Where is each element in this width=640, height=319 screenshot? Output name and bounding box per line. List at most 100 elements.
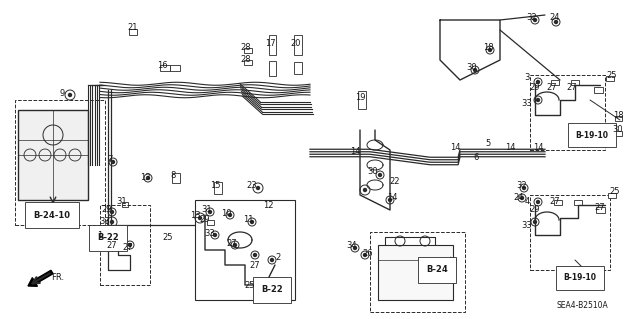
Text: 27: 27 <box>227 239 237 248</box>
Text: 21: 21 <box>128 24 138 33</box>
Circle shape <box>388 198 392 202</box>
Bar <box>571 79 579 85</box>
Bar <box>608 192 616 197</box>
Circle shape <box>68 93 72 97</box>
Bar <box>214 182 222 194</box>
FancyArrow shape <box>28 270 53 286</box>
Text: 14: 14 <box>505 144 515 152</box>
Text: 16: 16 <box>157 61 167 70</box>
Text: 12: 12 <box>263 201 273 210</box>
Text: 14: 14 <box>450 144 460 152</box>
Text: 6: 6 <box>474 153 479 162</box>
Text: 1: 1 <box>97 231 102 240</box>
Bar <box>574 199 582 204</box>
Text: 18: 18 <box>483 43 493 53</box>
Bar <box>530 195 610 270</box>
Bar <box>530 75 605 150</box>
Bar <box>244 60 252 64</box>
Text: 24: 24 <box>514 194 524 203</box>
Text: 23: 23 <box>246 182 257 190</box>
Text: 27: 27 <box>595 203 605 211</box>
Text: B-24-10: B-24-10 <box>33 211 70 219</box>
Text: 14: 14 <box>349 147 360 157</box>
Text: 29: 29 <box>530 84 540 93</box>
Bar <box>122 202 128 206</box>
Circle shape <box>214 234 216 236</box>
Text: 10: 10 <box>221 209 231 218</box>
Bar <box>172 173 180 183</box>
Text: 29: 29 <box>530 205 540 214</box>
Bar <box>614 115 621 121</box>
Circle shape <box>250 220 253 224</box>
Bar <box>269 35 275 55</box>
Bar <box>614 130 621 136</box>
Text: 11: 11 <box>243 216 253 225</box>
Text: 22: 22 <box>390 177 400 187</box>
Circle shape <box>364 189 367 191</box>
Circle shape <box>198 217 202 219</box>
Circle shape <box>554 20 557 24</box>
Bar <box>294 35 302 55</box>
Text: 14: 14 <box>532 144 543 152</box>
Bar <box>595 207 605 213</box>
Bar <box>294 62 302 74</box>
Text: FR.: FR. <box>51 273 65 283</box>
Circle shape <box>364 254 367 256</box>
Circle shape <box>129 243 131 247</box>
Circle shape <box>474 69 477 71</box>
Text: 20: 20 <box>291 39 301 48</box>
Text: B-19-10: B-19-10 <box>563 273 596 283</box>
Circle shape <box>353 247 356 249</box>
Bar <box>554 199 562 204</box>
Bar <box>207 219 214 225</box>
Text: 18: 18 <box>612 110 623 120</box>
Circle shape <box>536 80 540 84</box>
Circle shape <box>111 220 113 224</box>
Text: 25: 25 <box>607 70 617 79</box>
Text: 7: 7 <box>108 155 113 165</box>
Circle shape <box>271 258 273 262</box>
Text: 27: 27 <box>107 241 117 249</box>
Circle shape <box>522 187 525 189</box>
Text: 14: 14 <box>387 194 397 203</box>
Text: 9: 9 <box>60 88 65 98</box>
Circle shape <box>257 187 259 189</box>
Text: 29: 29 <box>102 205 112 214</box>
Bar <box>606 76 614 80</box>
Text: 28: 28 <box>241 56 252 64</box>
Bar <box>160 65 170 71</box>
Text: 27: 27 <box>250 261 260 270</box>
Circle shape <box>520 197 524 199</box>
Text: 27: 27 <box>123 243 133 253</box>
Circle shape <box>534 220 536 224</box>
Text: 19: 19 <box>355 93 365 102</box>
Text: 34: 34 <box>347 241 357 249</box>
Text: 24: 24 <box>550 12 560 21</box>
Circle shape <box>488 48 492 51</box>
Text: 25: 25 <box>244 280 255 290</box>
Circle shape <box>378 174 381 176</box>
Bar <box>100 205 150 285</box>
Text: 17: 17 <box>265 39 275 48</box>
Text: 33: 33 <box>100 218 110 226</box>
Bar <box>129 29 137 35</box>
Text: 30: 30 <box>368 167 378 176</box>
Bar <box>195 200 295 300</box>
Text: 29: 29 <box>200 216 211 225</box>
Text: 33: 33 <box>522 220 532 229</box>
Text: 13: 13 <box>189 211 200 219</box>
Text: 32: 32 <box>527 12 538 21</box>
Circle shape <box>111 211 113 213</box>
Bar <box>378 245 453 300</box>
Circle shape <box>228 213 232 217</box>
Bar <box>15 100 105 225</box>
Circle shape <box>536 201 540 204</box>
Text: 33: 33 <box>522 99 532 108</box>
Circle shape <box>536 99 540 101</box>
Circle shape <box>111 160 115 164</box>
Bar <box>269 61 275 76</box>
Text: 30: 30 <box>467 63 477 72</box>
Bar <box>18 110 88 200</box>
Text: 32: 32 <box>516 181 527 189</box>
Bar <box>370 232 465 312</box>
